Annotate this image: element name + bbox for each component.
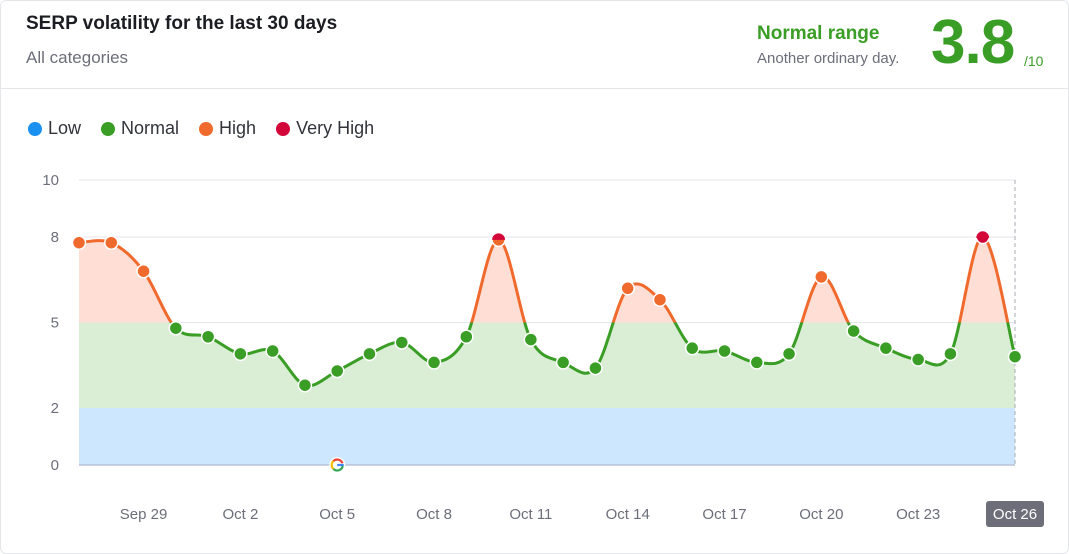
card-header: SERP volatility for the last 30 days All… [1, 1, 1068, 89]
band-high [79, 236, 1015, 323]
data-point[interactable] [523, 332, 539, 347]
data-point[interactable] [168, 320, 184, 336]
data-point[interactable] [200, 329, 216, 344]
x-tick-label: Oct 11 [509, 506, 552, 523]
category-selector[interactable]: All categories [26, 48, 129, 67]
data-point[interactable] [71, 235, 87, 250]
legend-label-very-high: Very High [296, 118, 375, 138]
data-point[interactable] [265, 343, 280, 359]
y-tick-label: 0 [51, 457, 59, 474]
data-point[interactable] [1007, 349, 1023, 364]
data-point[interactable] [781, 346, 797, 362]
data-point[interactable] [426, 355, 442, 370]
score-max: /10 [1024, 53, 1044, 69]
x-tick-label: Oct 2 [222, 506, 258, 523]
y-tick-label: 5 [51, 315, 59, 332]
data-point-very-high-cap [976, 231, 990, 238]
legend-item-low[interactable]: Low [28, 118, 81, 139]
data-point[interactable] [749, 355, 765, 370]
data-point[interactable] [620, 281, 635, 296]
legend-dot-normal [101, 121, 116, 136]
data-point[interactable] [684, 340, 700, 356]
data-point[interactable] [846, 323, 861, 339]
data-point[interactable] [362, 346, 377, 362]
legend-item-normal[interactable]: Normal [101, 118, 179, 139]
chart-legend: Low Normal High Very High [28, 118, 374, 139]
data-point[interactable] [652, 292, 668, 307]
y-tick-label: 8 [51, 229, 59, 246]
data-point[interactable] [329, 363, 345, 379]
data-point[interactable] [943, 346, 958, 362]
card-title: SERP volatility for the last 30 days [26, 13, 338, 34]
data-point[interactable] [394, 335, 410, 350]
volatility-score: 3.8 [931, 8, 1015, 77]
legend-label-high: High [219, 118, 257, 138]
data-point[interactable] [104, 235, 119, 250]
x-tick-label: Sep 29 [120, 506, 168, 523]
legend-label-normal: Normal [121, 118, 180, 138]
legend-dot-high [199, 121, 214, 136]
legend-item-high[interactable]: High [199, 118, 256, 139]
legend-dot-very-high [276, 121, 291, 136]
data-point[interactable] [814, 269, 829, 285]
range-label: Normal range [757, 23, 880, 44]
data-point-very-high-cap [492, 233, 506, 240]
y-tick-label: 10 [42, 172, 59, 189]
x-tick-label: Oct 17 [702, 506, 746, 523]
band-low [79, 408, 1015, 465]
data-point[interactable] [717, 343, 732, 359]
legend-dot-low [28, 121, 42, 136]
data-point[interactable] [910, 352, 926, 367]
legend-item-very-high[interactable]: Very High [276, 118, 374, 139]
x-tick-label: Oct 23 [896, 506, 940, 523]
data-point[interactable] [878, 340, 894, 356]
data-point[interactable] [136, 263, 151, 279]
data-point[interactable] [555, 355, 571, 370]
data-point[interactable] [233, 346, 248, 362]
x-tick-label: Oct 26 [993, 506, 1037, 523]
range-description: Another ordinary day. [757, 50, 900, 67]
band-normal [79, 322, 1015, 408]
x-tick-label: Oct 8 [416, 506, 452, 523]
legend-label-low: Low [48, 118, 82, 138]
data-point[interactable] [459, 329, 474, 344]
google-update-icon[interactable] [329, 457, 346, 473]
data-point[interactable] [588, 360, 603, 376]
data-point[interactable] [297, 377, 313, 393]
x-label-highlight-bg [986, 501, 1044, 527]
y-tick-label: 2 [51, 400, 59, 417]
x-tick-label: Oct 5 [319, 506, 355, 523]
x-tick-label: Oct 20 [799, 506, 843, 523]
x-tick-label: Oct 14 [606, 506, 650, 523]
